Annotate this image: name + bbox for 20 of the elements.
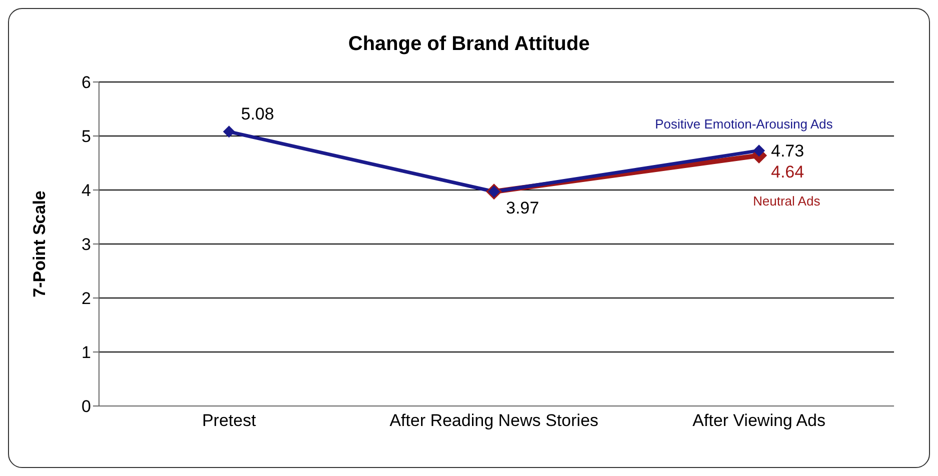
chart-title: Change of Brand Attitude	[347, 33, 591, 56]
y-tick-label: 6	[82, 73, 91, 92]
y-tick-label: 2	[82, 289, 91, 308]
y-tick-label: 4	[82, 181, 91, 200]
text: Neutral Ads	[753, 193, 821, 208]
data-label: 4.73	[771, 142, 804, 161]
x-tick-label: After Reading News Stories	[390, 411, 598, 430]
data-label: 3.97	[506, 198, 540, 218]
x-tick-label: After Viewing Ads	[692, 411, 826, 430]
y-tick-label: 1	[82, 343, 91, 362]
x-tick-label: Pretest	[202, 411, 256, 430]
y-axis-title: 7-Point Scale	[30, 190, 50, 298]
y-tick-label: 5	[82, 127, 91, 146]
data-label: 5.08	[241, 104, 274, 124]
y-tick-label: 0	[82, 397, 91, 416]
point	[753, 144, 765, 157]
y-tick-label: 3	[82, 235, 91, 254]
series-label: Positive Emotion-Arousing Ads	[655, 116, 834, 132]
point	[223, 126, 235, 138]
data-label: 4.64	[771, 162, 804, 182]
